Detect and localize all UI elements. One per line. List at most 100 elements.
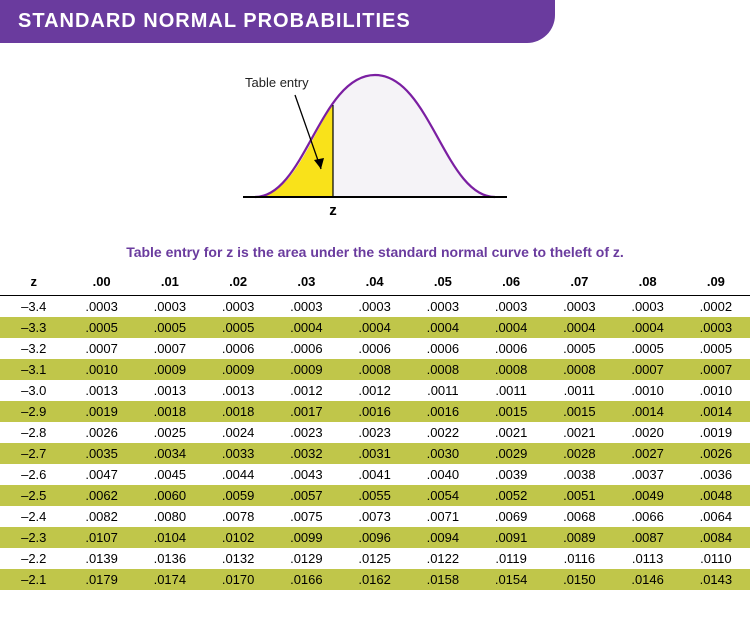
- prob-cell: .0003: [204, 296, 272, 318]
- prob-cell: .0139: [68, 548, 136, 569]
- normal-curve-figure: z Table entry: [0, 51, 750, 236]
- prob-cell: .0059: [204, 485, 272, 506]
- prob-cell: .0008: [477, 359, 545, 380]
- prob-cell: .0019: [68, 401, 136, 422]
- z-header: z: [0, 270, 68, 296]
- prob-cell: .0136: [136, 548, 204, 569]
- prob-cell: .0023: [341, 422, 409, 443]
- prob-cell: .0008: [341, 359, 409, 380]
- z-value: –2.3: [0, 527, 68, 548]
- z-table: z .00.01.02.03.04.05.06.07.08.09 –3.4.00…: [0, 270, 750, 590]
- prob-cell: .0007: [614, 359, 682, 380]
- table-row: –3.0.0013.0013.0013.0012.0012.0011.0011.…: [0, 380, 750, 401]
- col-header: .07: [545, 270, 613, 296]
- prob-cell: .0179: [68, 569, 136, 590]
- table-row: –2.8.0026.0025.0024.0023.0023.0022.0021.…: [0, 422, 750, 443]
- prob-cell: .0012: [341, 380, 409, 401]
- prob-cell: .0047: [68, 464, 136, 485]
- z-table-body: –3.4.0003.0003.0003.0003.0003.0003.0003.…: [0, 296, 750, 591]
- prob-cell: .0011: [477, 380, 545, 401]
- prob-cell: .0110: [682, 548, 750, 569]
- z-value: –3.1: [0, 359, 68, 380]
- prob-cell: .0003: [409, 296, 477, 318]
- prob-cell: .0031: [341, 443, 409, 464]
- prob-cell: .0129: [272, 548, 340, 569]
- prob-cell: .0014: [614, 401, 682, 422]
- prob-cell: .0034: [136, 443, 204, 464]
- table-row: –3.4.0003.0003.0003.0003.0003.0003.0003.…: [0, 296, 750, 318]
- prob-cell: .0003: [682, 317, 750, 338]
- prob-cell: .0004: [272, 317, 340, 338]
- prob-cell: .0080: [136, 506, 204, 527]
- z-value: –3.3: [0, 317, 68, 338]
- prob-cell: .0003: [136, 296, 204, 318]
- table-row: –2.6.0047.0045.0044.0043.0041.0040.0039.…: [0, 464, 750, 485]
- prob-cell: .0166: [272, 569, 340, 590]
- table-row: –2.2.0139.0136.0132.0129.0125.0122.0119.…: [0, 548, 750, 569]
- prob-cell: .0060: [136, 485, 204, 506]
- prob-cell: .0027: [614, 443, 682, 464]
- prob-cell: .0009: [136, 359, 204, 380]
- prob-cell: .0004: [341, 317, 409, 338]
- prob-cell: .0030: [409, 443, 477, 464]
- prob-cell: .0007: [68, 338, 136, 359]
- prob-cell: .0011: [409, 380, 477, 401]
- caption-text: Table entry for z is the area under the …: [0, 236, 750, 270]
- prob-cell: .0003: [614, 296, 682, 318]
- prob-cell: .0154: [477, 569, 545, 590]
- prob-cell: .0018: [136, 401, 204, 422]
- prob-cell: .0026: [68, 422, 136, 443]
- prob-cell: .0087: [614, 527, 682, 548]
- prob-cell: .0008: [545, 359, 613, 380]
- prob-cell: .0021: [477, 422, 545, 443]
- prob-cell: .0119: [477, 548, 545, 569]
- prob-cell: .0002: [682, 296, 750, 318]
- prob-cell: .0051: [545, 485, 613, 506]
- prob-cell: .0125: [341, 548, 409, 569]
- table-row: –2.1.0179.0174.0170.0166.0162.0158.0154.…: [0, 569, 750, 590]
- prob-cell: .0113: [614, 548, 682, 569]
- prob-cell: .0015: [477, 401, 545, 422]
- prob-cell: .0010: [68, 359, 136, 380]
- prob-cell: .0104: [136, 527, 204, 548]
- prob-cell: .0132: [204, 548, 272, 569]
- z-value: –2.2: [0, 548, 68, 569]
- prob-cell: .0006: [272, 338, 340, 359]
- prob-cell: .0003: [477, 296, 545, 318]
- z-value: –3.0: [0, 380, 68, 401]
- table-row: –3.3.0005.0005.0005.0004.0004.0004.0004.…: [0, 317, 750, 338]
- prob-cell: .0096: [341, 527, 409, 548]
- col-header: .09: [682, 270, 750, 296]
- prob-cell: .0006: [477, 338, 545, 359]
- z-value: –2.7: [0, 443, 68, 464]
- prob-cell: .0021: [545, 422, 613, 443]
- prob-cell: .0009: [204, 359, 272, 380]
- prob-cell: .0064: [682, 506, 750, 527]
- prob-cell: .0036: [682, 464, 750, 485]
- prob-cell: .0037: [614, 464, 682, 485]
- z-value: –2.6: [0, 464, 68, 485]
- col-header: .02: [204, 270, 272, 296]
- prob-cell: .0007: [682, 359, 750, 380]
- prob-cell: .0089: [545, 527, 613, 548]
- table-row: –2.4.0082.0080.0078.0075.0073.0071.0069.…: [0, 506, 750, 527]
- prob-cell: .0013: [204, 380, 272, 401]
- prob-cell: .0066: [614, 506, 682, 527]
- prob-cell: .0057: [272, 485, 340, 506]
- prob-cell: .0028: [545, 443, 613, 464]
- prob-cell: .0026: [682, 443, 750, 464]
- prob-cell: .0041: [341, 464, 409, 485]
- prob-cell: .0116: [545, 548, 613, 569]
- prob-cell: .0069: [477, 506, 545, 527]
- prob-cell: .0073: [341, 506, 409, 527]
- prob-cell: .0009: [272, 359, 340, 380]
- prob-cell: .0015: [545, 401, 613, 422]
- prob-cell: .0062: [68, 485, 136, 506]
- z-value: –2.1: [0, 569, 68, 590]
- prob-cell: .0071: [409, 506, 477, 527]
- prob-cell: .0045: [136, 464, 204, 485]
- prob-cell: .0170: [204, 569, 272, 590]
- prob-cell: .0146: [614, 569, 682, 590]
- prob-cell: .0038: [545, 464, 613, 485]
- col-header: .06: [477, 270, 545, 296]
